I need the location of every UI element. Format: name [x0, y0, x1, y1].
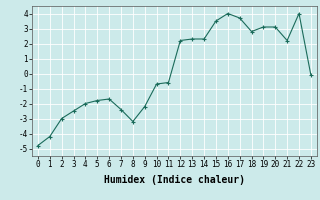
X-axis label: Humidex (Indice chaleur): Humidex (Indice chaleur) — [104, 175, 245, 185]
